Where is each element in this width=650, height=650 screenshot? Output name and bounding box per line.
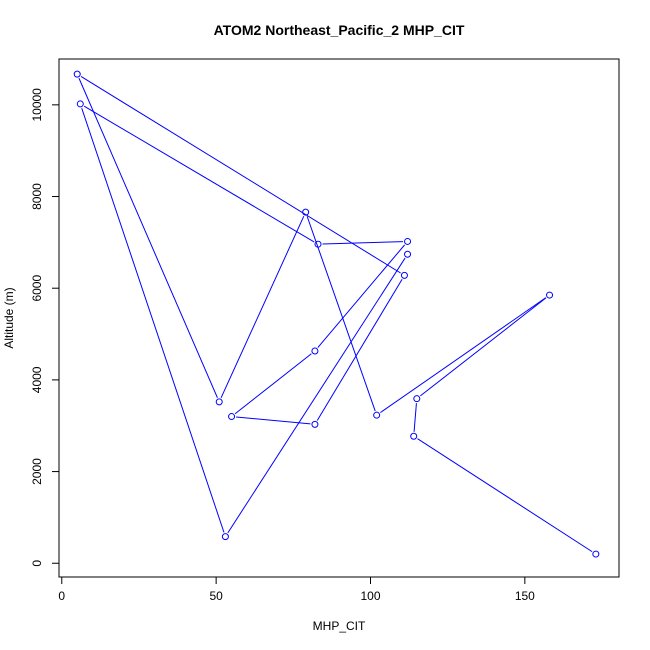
series-segment: [83, 105, 315, 243]
x-axis-label: MHP_CIT: [313, 619, 366, 633]
series-segment: [236, 416, 311, 425]
x-tick-label: 0: [58, 589, 65, 603]
series-segment: [81, 108, 225, 533]
data-point: [73, 70, 81, 78]
x-tick-label: 50: [209, 589, 223, 603]
y-axis: 0 2000 4000 6000 8000 10000: [30, 88, 60, 567]
data-point: [400, 271, 408, 279]
data-point: [311, 420, 319, 428]
y-tick-label: 2000: [30, 458, 44, 485]
data-point: [413, 395, 421, 403]
series-segment: [420, 297, 547, 397]
series-segment: [220, 215, 305, 399]
series-segment: [306, 216, 376, 412]
series-segment: [317, 244, 406, 348]
y-tick-label: 6000: [30, 275, 44, 302]
y-tick-label: 10000: [30, 88, 44, 122]
x-axis: 0 50 100 150: [58, 576, 535, 603]
series-segment: [380, 297, 547, 414]
data-point: [373, 411, 381, 419]
x-tick-label: 100: [360, 589, 380, 603]
data-point: [311, 347, 319, 355]
data-point: [221, 533, 229, 541]
series-segment: [413, 403, 417, 432]
data-point: [404, 237, 412, 245]
data-point: [592, 550, 600, 558]
y-tick-label: 4000: [30, 366, 44, 393]
chart-title: ATOM2 Northeast_Pacific_2 MHP_CIT: [214, 22, 465, 38]
data-point: [410, 432, 418, 440]
y-axis-label: Altitude (m): [2, 287, 16, 348]
y-tick-label: 0: [30, 560, 44, 567]
series-segment: [316, 278, 403, 421]
x-tick-label: 150: [515, 589, 535, 603]
series-layer: [73, 70, 600, 558]
plot-frame: [58, 58, 620, 578]
data-point: [314, 240, 322, 248]
series-segment: [78, 78, 218, 398]
series-segment: [227, 257, 406, 534]
series-segment: [234, 353, 312, 415]
data-point: [76, 100, 84, 108]
data-point: [546, 291, 554, 299]
series-segment: [322, 241, 404, 245]
series-segment: [80, 76, 401, 274]
series-segment: [417, 438, 593, 553]
data-point: [302, 208, 310, 216]
data-point: [404, 250, 412, 258]
data-point: [228, 413, 236, 421]
y-tick-label: 8000: [30, 183, 44, 210]
data-point: [215, 398, 223, 406]
